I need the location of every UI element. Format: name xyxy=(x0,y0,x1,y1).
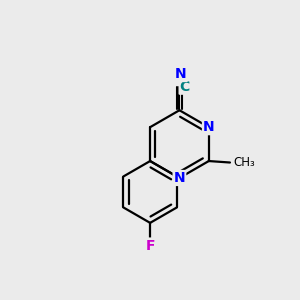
Text: CH₃: CH₃ xyxy=(233,156,255,169)
Text: N: N xyxy=(203,120,214,134)
Text: F: F xyxy=(146,238,155,253)
Text: C: C xyxy=(180,80,190,94)
Text: N: N xyxy=(174,171,185,185)
Text: N: N xyxy=(175,67,187,81)
